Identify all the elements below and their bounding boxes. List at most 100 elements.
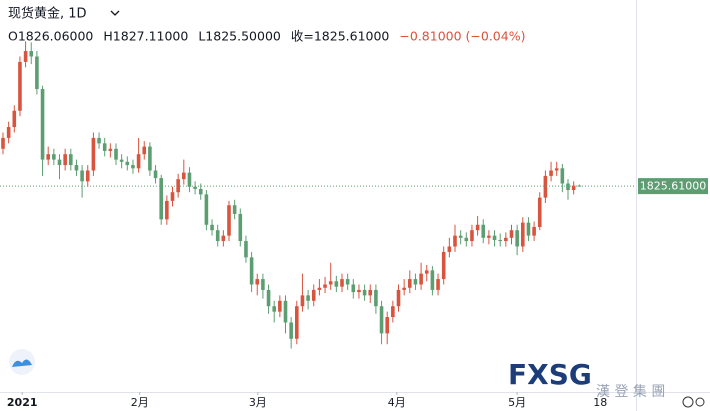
- candle-body: [74, 165, 79, 171]
- candle-body: [119, 159, 124, 162]
- candle-body: [498, 239, 502, 242]
- candle-body: [165, 200, 169, 220]
- candle-body: [204, 194, 209, 225]
- candle-body: [266, 289, 271, 307]
- candle-body: [52, 154, 56, 160]
- candle-body: [283, 300, 288, 323]
- candle-body: [345, 279, 350, 285]
- candle-body: [441, 251, 446, 280]
- candle-body: [492, 235, 497, 240]
- chart-title: 现货黄金, 1D: [8, 6, 87, 22]
- x-tick-label: 2月: [131, 396, 149, 409]
- last-price-label: 1825.61000: [640, 180, 706, 193]
- candle-body: [481, 224, 486, 238]
- candle-body: [40, 89, 45, 160]
- candle-body: [526, 222, 531, 236]
- candle-body: [340, 279, 344, 287]
- candle-body: [317, 287, 322, 290]
- candle-body: [447, 246, 452, 252]
- candle-body: [306, 295, 310, 301]
- candle-body: [210, 224, 214, 231]
- candle-body: [362, 289, 367, 296]
- candle-body: [142, 146, 147, 155]
- candle-body: [549, 170, 553, 176]
- candle-body: [148, 146, 152, 171]
- candle-body: [91, 137, 96, 171]
- candle-body: [475, 224, 480, 231]
- candle-body: [136, 154, 141, 169]
- candle-body: [12, 110, 17, 128]
- candle-body: [368, 289, 373, 296]
- candle-body: [215, 230, 220, 242]
- candle-body: [69, 154, 73, 166]
- candle-body: [470, 230, 474, 242]
- ohlc-legend: O1826.06000 H1827.11000 L1825.50000 收=1825.…: [8, 29, 525, 44]
- candle-body: [289, 322, 293, 339]
- watermark-sub: 漢 登 集 團: [596, 383, 665, 400]
- candle-body: [430, 270, 435, 290]
- candle-body: [85, 170, 90, 182]
- candle-body: [374, 289, 378, 307]
- candle-body: [436, 279, 440, 290]
- x-tick-label: 3月: [249, 396, 267, 409]
- candle-body: [357, 289, 361, 293]
- candle-body: [278, 300, 282, 312]
- candle-body: [80, 170, 84, 182]
- x-tick-label: 4月: [388, 396, 406, 409]
- candle-body: [504, 237, 508, 242]
- candle-body: [537, 197, 542, 227]
- candle-body: [125, 161, 130, 166]
- candle-body: [464, 237, 469, 242]
- candle-body: [413, 279, 418, 285]
- candle-body: [385, 317, 389, 334]
- candle-body: [261, 279, 265, 290]
- candle-body: [159, 178, 163, 220]
- candle-body: [300, 295, 305, 307]
- candle-body: [424, 270, 429, 274]
- candle-body: [532, 226, 536, 236]
- candle-body: [249, 257, 254, 285]
- legend-item: O1826.06000: [8, 29, 93, 44]
- candle-body: [153, 170, 158, 179]
- candle-body: [334, 281, 339, 287]
- candle-body: [1, 137, 5, 149]
- candle-body: [295, 306, 299, 339]
- x-tick-label: 2021: [7, 396, 38, 409]
- candle-body: [131, 165, 135, 169]
- candle-body: [391, 306, 395, 318]
- candle-body: [232, 205, 237, 214]
- candle-body: [29, 51, 34, 57]
- candle-body: [46, 154, 50, 160]
- candle-body: [170, 192, 175, 201]
- candle-body: [255, 279, 260, 285]
- candle-body: [6, 127, 11, 138]
- candle-body: [102, 143, 107, 151]
- candle-body: [193, 186, 197, 189]
- candle-body: [97, 137, 101, 144]
- candle-body: [176, 179, 180, 193]
- candle-body: [560, 168, 565, 184]
- candle-body: [108, 148, 113, 151]
- candle-body: [244, 241, 248, 258]
- interval-dropdown[interactable]: [110, 10, 120, 16]
- candle-body: [57, 159, 62, 166]
- candle-body: [509, 230, 514, 238]
- candle-body: [238, 213, 243, 242]
- candle-body: [487, 235, 491, 238]
- candle-body: [198, 188, 203, 195]
- x-tick-label: 5月: [508, 396, 526, 409]
- settings-icon[interactable]: [682, 396, 705, 408]
- candle-body: [311, 289, 316, 301]
- logo: [9, 349, 35, 375]
- candle-body: [182, 172, 186, 180]
- legend-item: 收=1825.61000: [291, 29, 390, 44]
- candle-body: [221, 235, 226, 242]
- candle-body: [23, 51, 28, 62]
- candle-body: [408, 279, 412, 288]
- candle-body: [566, 183, 570, 191]
- candle-body: [521, 222, 525, 247]
- candle-body: [402, 287, 406, 290]
- candle-body: [272, 306, 276, 312]
- watermark: FXSG: [508, 358, 592, 391]
